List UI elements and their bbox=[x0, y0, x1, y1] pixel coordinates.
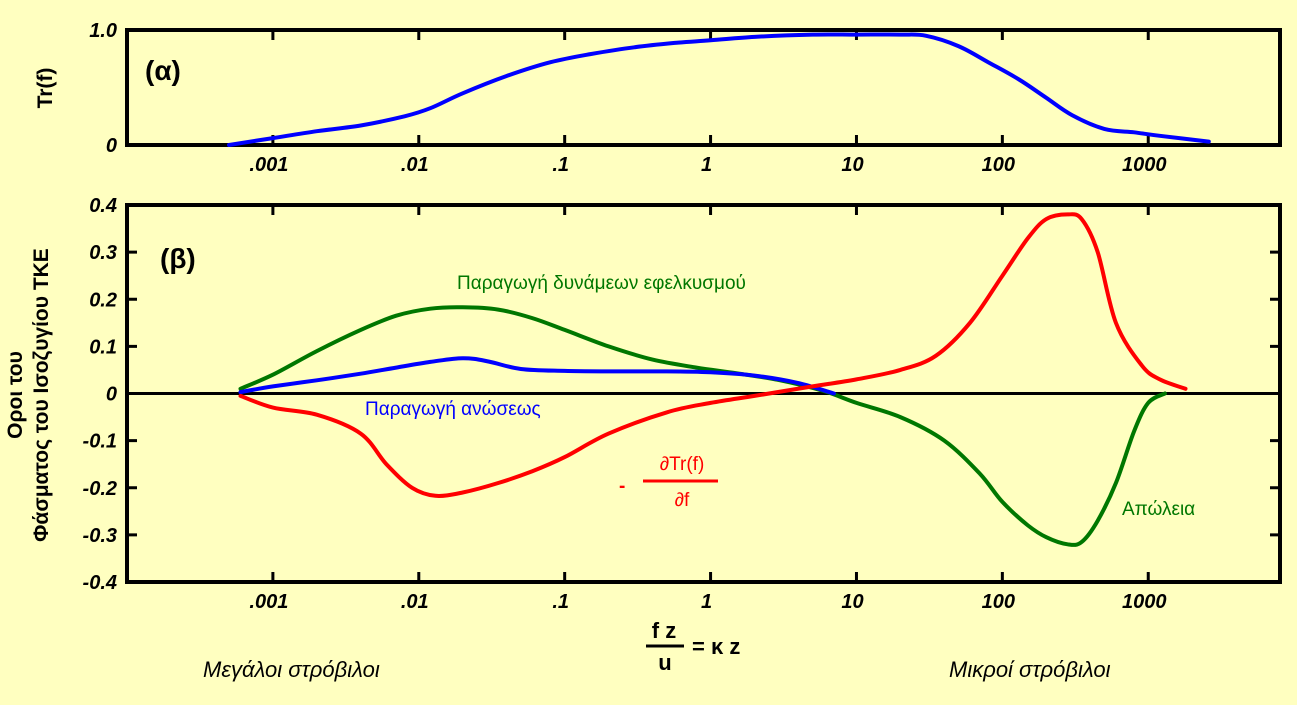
transfer-numerator: ∂Tr(f) bbox=[660, 454, 705, 475]
x-tick-label: .001 bbox=[249, 591, 288, 613]
panel-b-label: (β) bbox=[160, 243, 196, 274]
y-tick-label: 0.2 bbox=[89, 289, 117, 311]
x-tick-label: 100 bbox=[982, 154, 1015, 176]
series-line-0 bbox=[227, 32, 1211, 147]
panel-b-series bbox=[238, 212, 1188, 547]
x-axis-title: f z u = κ z bbox=[646, 618, 740, 675]
panel-a-x-ticks: .001 .01 .1 1 10 100 1000 bbox=[249, 30, 1166, 176]
y-axis-title-line2: Φάσματος του Ισοζυγίου ΤΚΕ bbox=[30, 248, 53, 542]
x-tick-label: 1000 bbox=[1122, 591, 1167, 613]
x-tick-label: 1 bbox=[701, 591, 712, 613]
x-tick-label: 10 bbox=[841, 154, 863, 176]
y-tick-label: 0.4 bbox=[89, 195, 117, 217]
large-eddies-label: Μεγάλοι στρόβιλοι bbox=[203, 657, 380, 682]
panel-b-y-axis-title: Οροι του Φάσματος του Ισοζυγίου ΤΚΕ bbox=[4, 248, 53, 542]
y-tick-label: 1.0 bbox=[89, 20, 117, 42]
x-axis-numerator: f z bbox=[652, 618, 676, 643]
panel-a-y-ticks: 01.0 bbox=[89, 20, 1280, 157]
y-tick-label: -0.1 bbox=[83, 431, 117, 453]
y-tick-label: 0 bbox=[106, 135, 117, 157]
x-tick-label: 1000 bbox=[1122, 154, 1167, 176]
y-tick-label: 0.1 bbox=[89, 336, 117, 358]
y-tick-label: -0.3 bbox=[83, 525, 117, 547]
panel-a: .001.01.1 1 10 100 1000 01.0 (α) Tr(f) bbox=[34, 20, 1282, 176]
x-tick-label: 10 bbox=[841, 591, 863, 613]
small-eddies-label: Μικροί στρόβιλοι bbox=[949, 657, 1111, 682]
panel-a-series bbox=[227, 32, 1211, 147]
series-line-2 bbox=[238, 212, 1188, 498]
panel-a-label: (α) bbox=[145, 55, 181, 86]
panel-a-y-axis-title: Tr(f) bbox=[34, 68, 57, 109]
transfer-minus: - bbox=[619, 476, 625, 497]
x-tick-label: 100 bbox=[982, 591, 1015, 613]
panel-b: .001 .01 .1 1 10 100 1000 0.4 0.3 0.2 0.1 0 -0.1 -0.… bbox=[4, 195, 1282, 613]
shear-production-label: Παραγωγή δυνάμεων εφελκυσμού bbox=[457, 273, 746, 294]
x-axis-denominator: u bbox=[658, 650, 671, 675]
panel-b-y-ticks: 0.4 0.3 0.2 0.1 0 -0.1 -0.2 -0.3 -0.4 bbox=[83, 195, 1280, 594]
y-tick-label: 0 bbox=[106, 384, 117, 406]
y-tick-label: -0.2 bbox=[83, 478, 117, 500]
x-tick-label: .1 bbox=[552, 591, 569, 613]
x-axis-rhs: = κ z bbox=[692, 634, 740, 659]
x-tick-label: .001 bbox=[249, 154, 288, 176]
y-axis-title-line1: Οροι του bbox=[4, 351, 27, 439]
dissipation-label: Απώλεια bbox=[1122, 499, 1195, 520]
transfer-term-label: - ∂Tr(f) ∂f bbox=[619, 454, 718, 511]
y-tick-label: 0.3 bbox=[89, 242, 117, 264]
x-tick-label: .1 bbox=[552, 154, 569, 176]
panel-b-x-ticks: .001 .01 .1 1 10 100 1000 bbox=[249, 205, 1166, 613]
panel-a-frame bbox=[125, 28, 1282, 147]
buoyancy-production-label: Παραγωγή ανώσεως bbox=[365, 399, 541, 420]
x-tick-label: .01 bbox=[401, 154, 429, 176]
y-tick-label: -0.4 bbox=[83, 572, 117, 594]
series-line-0 bbox=[238, 305, 1167, 547]
series-line-1 bbox=[238, 356, 836, 396]
transfer-denominator: ∂f bbox=[675, 490, 690, 511]
x-tick-label: 1 bbox=[701, 154, 712, 176]
x-tick-label: .01 bbox=[401, 591, 429, 613]
